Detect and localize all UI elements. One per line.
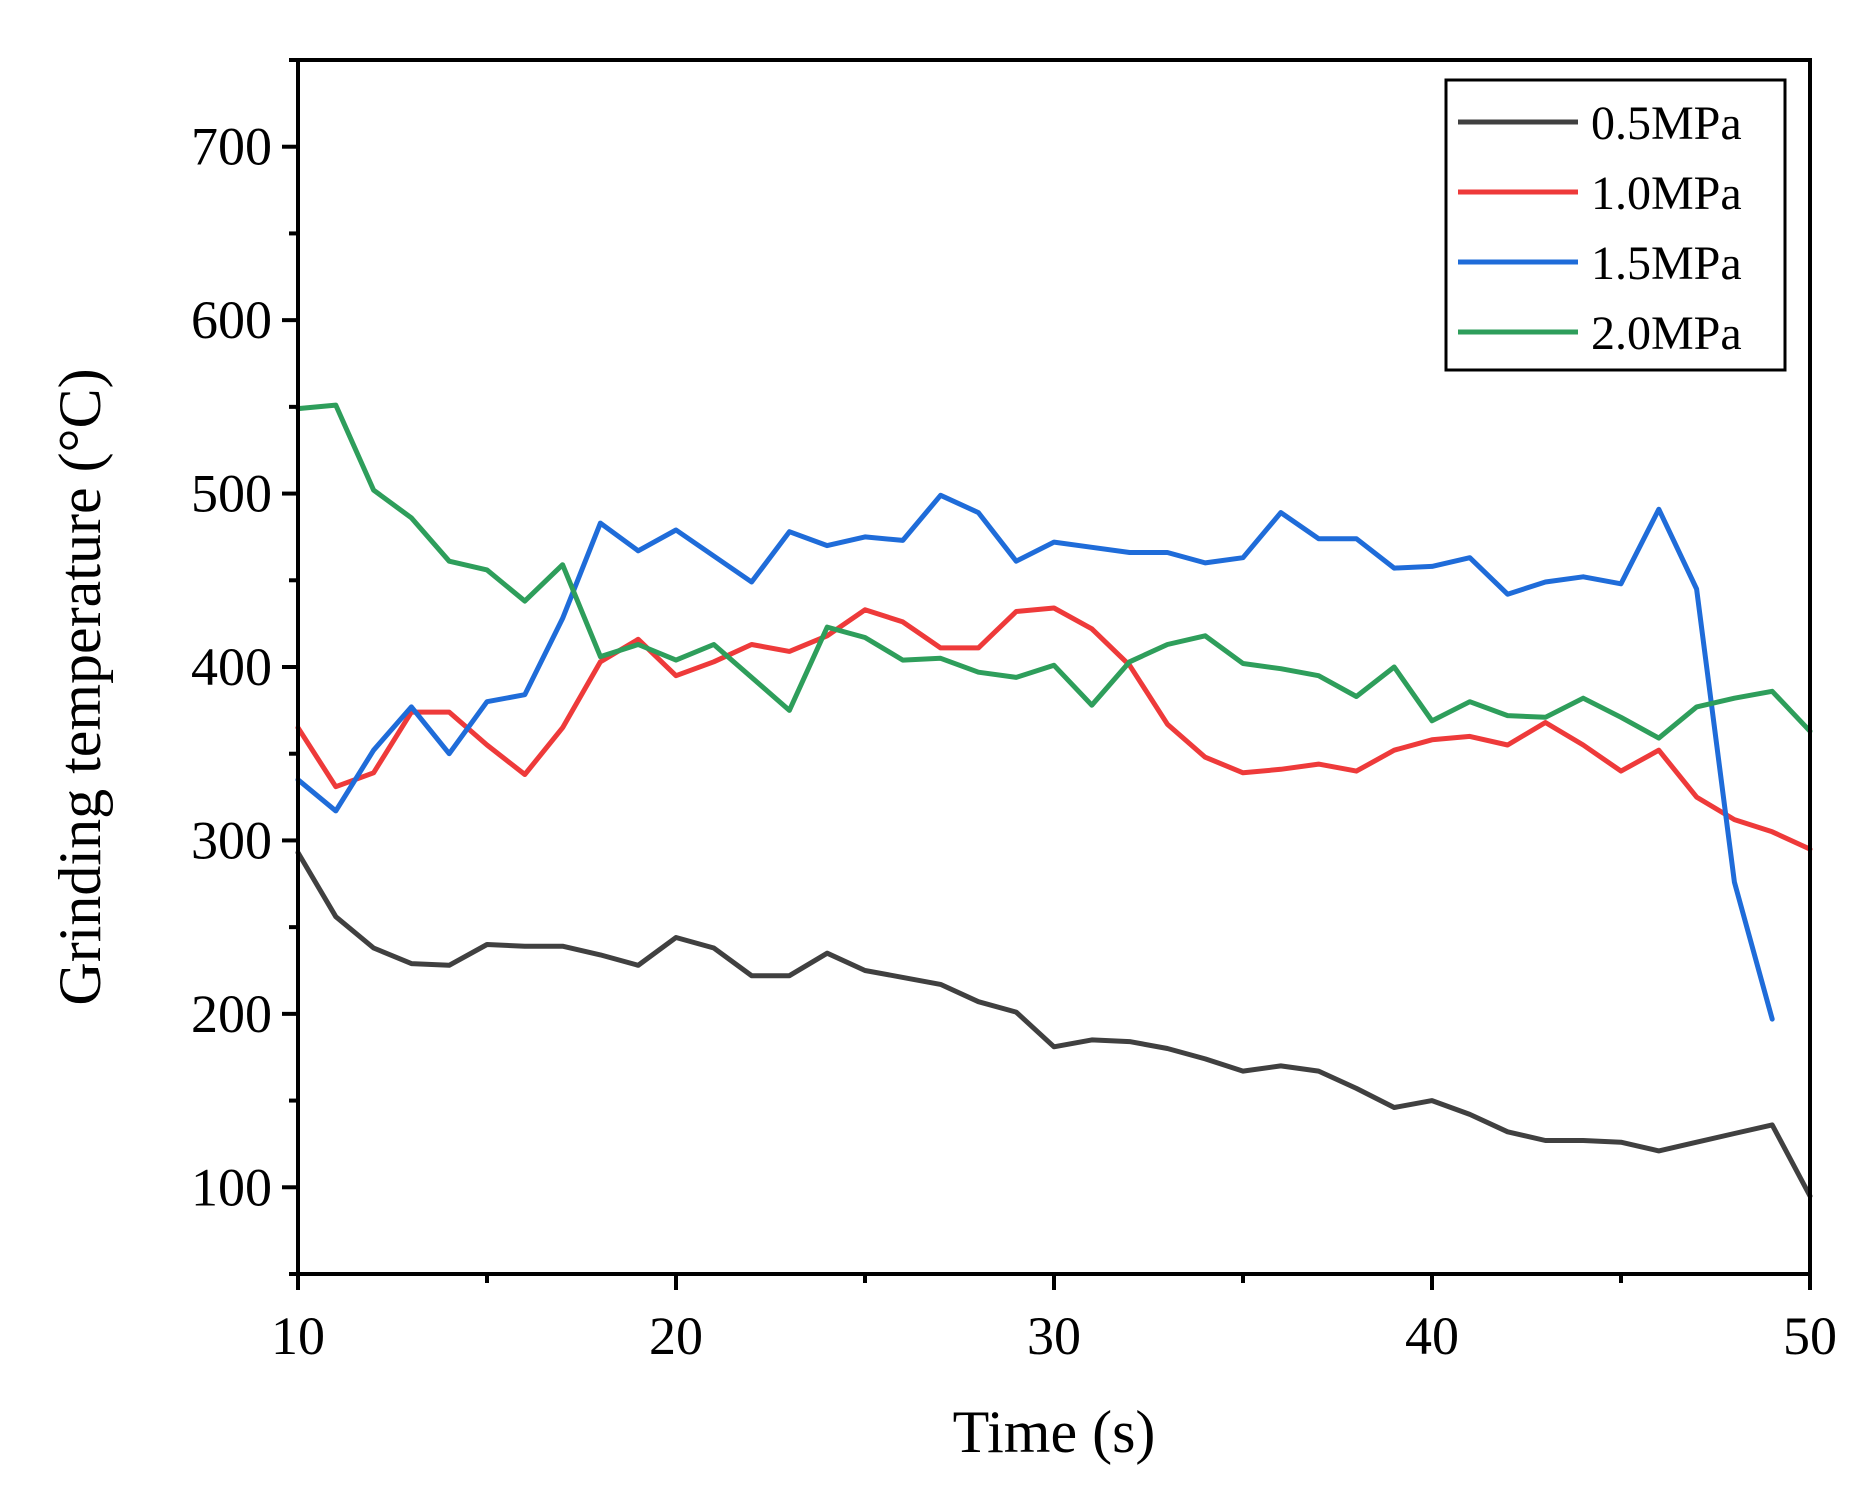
y-tick-label-700: 700 bbox=[191, 117, 272, 177]
legend-label-10mpa: 1.0MPa bbox=[1591, 167, 1742, 220]
x-tick-label-30: 30 bbox=[1027, 1306, 1081, 1366]
series-line-15mpa bbox=[295, 492, 1775, 1022]
series-line-10mpa bbox=[295, 605, 1813, 852]
x-tick-label-40: 40 bbox=[1405, 1306, 1459, 1366]
legend-label-20mpa: 2.0MPa bbox=[1591, 307, 1742, 360]
y-tick-label-100: 100 bbox=[191, 1157, 272, 1217]
legend: 0.5MPa 1.0MPa 1.5MPa 2.0MPa bbox=[1444, 78, 1787, 372]
x-tick-label-10: 10 bbox=[271, 1306, 325, 1366]
y-tick-label-500: 500 bbox=[191, 464, 272, 524]
legend-label-05mpa: 0.5MPa bbox=[1591, 97, 1742, 150]
series-layer bbox=[295, 402, 1813, 1199]
axes-layer: 10 20 30 40 50 100 200 300 400 500 600 700 bbox=[191, 58, 1837, 1366]
x-tick-label-20: 20 bbox=[649, 1306, 703, 1366]
y-axis-label: Grinding temperature (°C) bbox=[47, 368, 113, 1005]
x-axis-label: Time (s) bbox=[953, 1399, 1156, 1465]
y-tick-label-600: 600 bbox=[191, 290, 272, 350]
series-line-20mpa bbox=[295, 402, 1813, 741]
y-tick-label-200: 200 bbox=[191, 984, 272, 1044]
y-tick-label-300: 300 bbox=[191, 810, 272, 870]
y-tick-label-400: 400 bbox=[191, 637, 272, 697]
x-tick-label-50: 50 bbox=[1783, 1306, 1837, 1366]
series-line-05mpa bbox=[295, 850, 1813, 1199]
legend-label-15mpa: 1.5MPa bbox=[1591, 237, 1742, 290]
legend-box bbox=[1444, 78, 1787, 372]
